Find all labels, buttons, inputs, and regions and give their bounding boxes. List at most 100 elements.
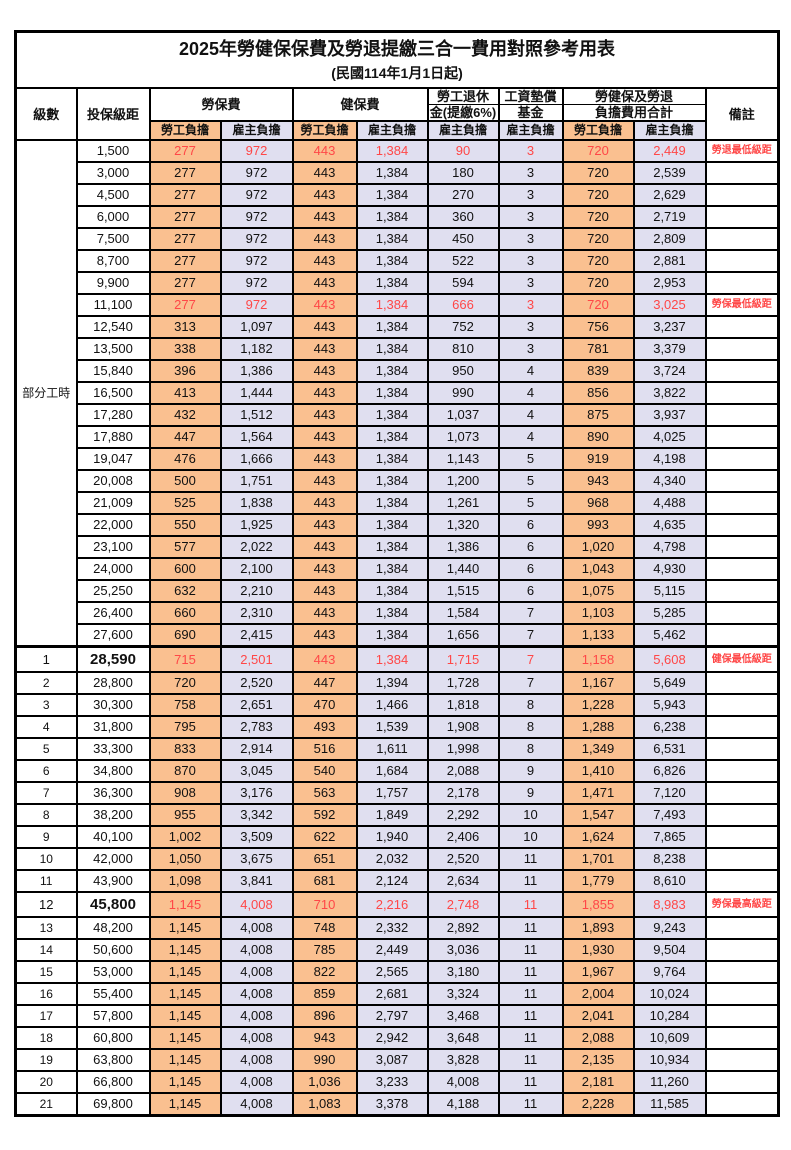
cell-pension-employer: 1,200 bbox=[426, 469, 500, 493]
cell-fund-employer: 3 bbox=[497, 249, 564, 273]
table-row: 4,500 277 972 443 1,384 270 3 720 2,629 bbox=[16, 183, 780, 207]
cell-fund-employer: 8 bbox=[497, 693, 564, 717]
cell-pension-employer: 2,892 bbox=[426, 916, 500, 940]
cell-pension-employer: 2,520 bbox=[426, 847, 500, 871]
cell-bracket: 38,200 bbox=[75, 803, 151, 827]
cell-note bbox=[704, 491, 780, 515]
table-row: 6,000 277 972 443 1,384 360 3 720 2,719 bbox=[16, 205, 780, 229]
header-bracket: 投保級距 bbox=[75, 87, 151, 141]
cell-total-employer: 5,115 bbox=[632, 579, 707, 603]
cell-labor-employer: 972 bbox=[219, 249, 294, 273]
cell-labor-employee: 525 bbox=[148, 491, 222, 515]
cell-fund-employer: 4 bbox=[497, 403, 564, 427]
cell-total-employee: 1,020 bbox=[561, 535, 635, 559]
cell-pension-employer: 2,748 bbox=[426, 891, 500, 918]
table-row: 12 45,800 1,145 4,008 710 2,216 2,748 11 1,855 8,… bbox=[14, 891, 780, 918]
cell-health-employer: 2,216 bbox=[355, 891, 429, 918]
cell-note bbox=[704, 249, 780, 273]
cell-health-employer: 1,384 bbox=[355, 403, 429, 427]
cell-grade: 11 bbox=[14, 869, 78, 893]
cell-fund-employer: 5 bbox=[497, 491, 564, 515]
cell-pension-employer: 270 bbox=[426, 183, 500, 207]
cell-grade: 19 bbox=[14, 1048, 78, 1072]
table-row: 3,000 277 972 443 1,384 180 3 720 2,539 bbox=[16, 161, 780, 185]
cell-labor-employer: 4,008 bbox=[219, 1070, 294, 1094]
cell-bracket: 3,000 bbox=[75, 161, 151, 185]
cell-total-employer: 6,238 bbox=[632, 715, 707, 739]
cell-health-employee: 443 bbox=[291, 403, 358, 427]
cell-bracket: 55,400 bbox=[75, 982, 151, 1006]
cell-grade: 8 bbox=[14, 803, 78, 827]
cell-health-employee: 443 bbox=[291, 337, 358, 361]
cell-bracket: 53,000 bbox=[75, 960, 151, 984]
cell-health-employee: 1,083 bbox=[291, 1092, 358, 1117]
cell-note bbox=[704, 513, 780, 537]
cell-labor-employee: 1,145 bbox=[148, 1070, 222, 1094]
cell-total-employee: 1,471 bbox=[561, 781, 635, 805]
cell-health-employee: 443 bbox=[291, 139, 358, 163]
cell-total-employer: 4,798 bbox=[632, 535, 707, 559]
cell-health-employer: 2,942 bbox=[355, 1026, 429, 1050]
cell-fund-employer: 4 bbox=[497, 359, 564, 383]
cell-labor-employer: 4,008 bbox=[219, 1004, 294, 1028]
subheader-health-employee: 勞工負擔 bbox=[291, 120, 358, 141]
cell-grade: 14 bbox=[14, 938, 78, 962]
cell-fund-employer: 7 bbox=[497, 601, 564, 625]
cell-note bbox=[704, 579, 780, 603]
cell-total-employee: 1,779 bbox=[561, 869, 635, 893]
cell-health-employee: 785 bbox=[291, 938, 358, 962]
page-title: 2025年勞健保保費及勞退提繳三合一費用對照參考用表 bbox=[179, 39, 616, 59]
subheader-total-employee: 勞工負擔 bbox=[561, 120, 635, 141]
cell-bracket: 23,100 bbox=[75, 535, 151, 559]
page-subtitle: (民國114年1月1日起) bbox=[331, 65, 463, 81]
cell-health-employee: 443 bbox=[291, 579, 358, 603]
cell-grade: 12 bbox=[14, 891, 78, 918]
cell-bracket: 28,590 bbox=[75, 645, 151, 673]
cell-labor-employee: 1,145 bbox=[148, 960, 222, 984]
table-row: 27,600 690 2,415 443 1,384 1,656 7 1,133 5,462 bbox=[16, 623, 780, 648]
cell-pension-employer: 2,292 bbox=[426, 803, 500, 827]
cell-note bbox=[704, 535, 780, 559]
cell-total-employee: 2,041 bbox=[561, 1004, 635, 1028]
cell-total-employee: 1,893 bbox=[561, 916, 635, 940]
cell-total-employee: 968 bbox=[561, 491, 635, 515]
cell-health-employer: 1,384 bbox=[355, 161, 429, 185]
cell-health-employee: 493 bbox=[291, 715, 358, 739]
cell-note bbox=[704, 1026, 780, 1050]
table-row: 17,880 447 1,564 443 1,384 1,073 4 890 4,025 bbox=[16, 425, 780, 449]
cell-total-employee: 2,135 bbox=[561, 1048, 635, 1072]
cell-pension-employer: 1,073 bbox=[426, 425, 500, 449]
cell-labor-employee: 1,050 bbox=[148, 847, 222, 871]
cell-health-employee: 443 bbox=[291, 293, 358, 317]
cell-bracket: 4,500 bbox=[75, 183, 151, 207]
cell-pension-employer: 180 bbox=[426, 161, 500, 185]
cell-total-employer: 2,539 bbox=[632, 161, 707, 185]
cell-pension-employer: 1,584 bbox=[426, 601, 500, 625]
cell-total-employee: 781 bbox=[561, 337, 635, 361]
table-row: 6 34,800 870 3,045 540 1,684 2,088 9 1,410 6,826 bbox=[14, 759, 780, 783]
cell-total-employee: 2,088 bbox=[561, 1026, 635, 1050]
cell-labor-employee: 338 bbox=[148, 337, 222, 361]
cell-health-employer: 1,384 bbox=[355, 645, 429, 673]
subheader-fund-employer: 雇主負擔 bbox=[497, 120, 564, 141]
cell-pension-employer: 1,143 bbox=[426, 447, 500, 471]
cell-fund-employer: 11 bbox=[497, 1026, 564, 1050]
cell-health-employee: 447 bbox=[291, 671, 358, 695]
cell-health-employee: 710 bbox=[291, 891, 358, 918]
cell-labor-employee: 1,098 bbox=[148, 869, 222, 893]
cell-health-employee: 943 bbox=[291, 1026, 358, 1050]
cell-labor-employer: 1,666 bbox=[219, 447, 294, 471]
table-row: 10 42,000 1,050 3,675 651 2,032 2,520 11 1,701 8,… bbox=[14, 847, 780, 871]
cell-fund-employer: 11 bbox=[497, 982, 564, 1006]
cell-fund-employer: 11 bbox=[497, 1004, 564, 1028]
cell-labor-employer: 1,444 bbox=[219, 381, 294, 405]
cell-health-employee: 896 bbox=[291, 1004, 358, 1028]
cell-bracket: 17,280 bbox=[75, 403, 151, 427]
subheader-health-employer: 雇主負擔 bbox=[355, 120, 429, 141]
cell-grade: 7 bbox=[14, 781, 78, 805]
cell-health-employer: 1,384 bbox=[355, 579, 429, 603]
cell-pension-employer: 810 bbox=[426, 337, 500, 361]
cell-grade: 9 bbox=[14, 825, 78, 849]
cell-health-employee: 443 bbox=[291, 535, 358, 559]
cell-health-employer: 3,087 bbox=[355, 1048, 429, 1072]
